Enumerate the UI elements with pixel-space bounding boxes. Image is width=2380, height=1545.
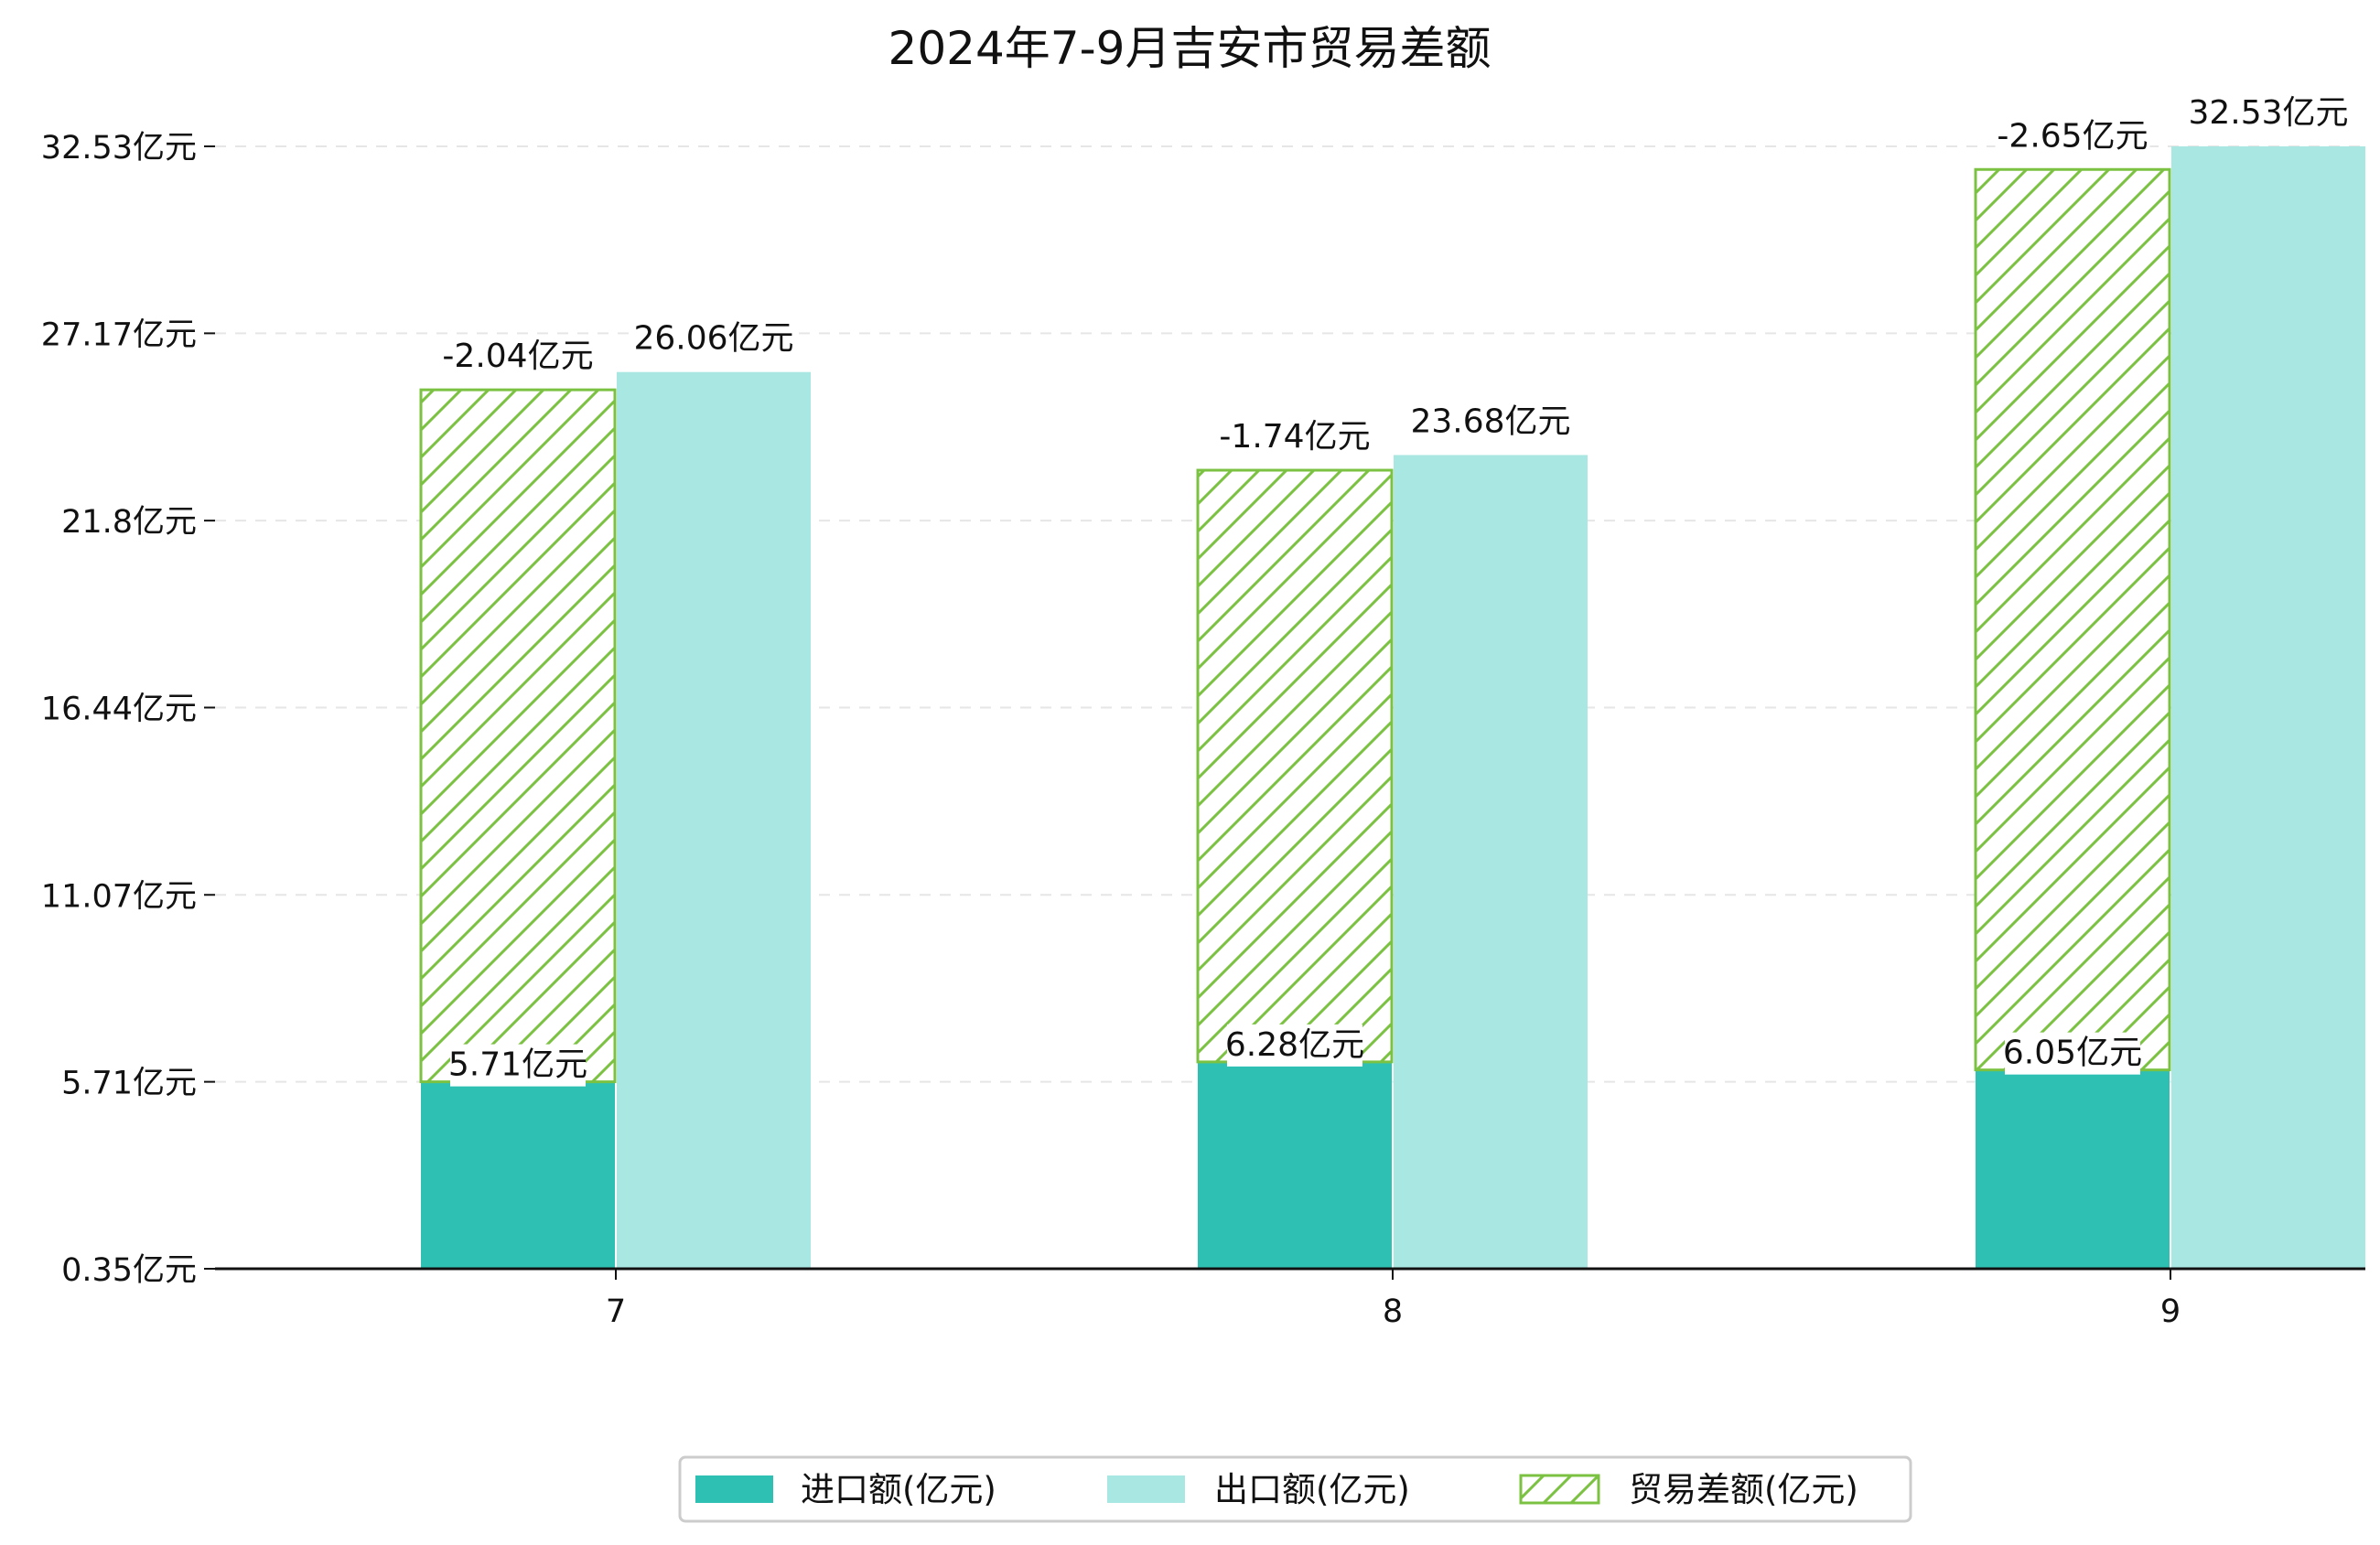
- data-label-import: 6.05亿元: [2003, 1035, 2142, 1072]
- data-label-import-bg: [1227, 1024, 1362, 1067]
- data-label-import: 6.28亿元: [1225, 1026, 1364, 1064]
- x-axis: 7 8 9: [215, 1267, 2365, 1330]
- legend-swatch-balance: [1519, 1474, 1600, 1505]
- y-tick-label: 16.44亿元: [41, 692, 197, 728]
- legend-label-import: 进口额(亿元): [801, 1470, 996, 1509]
- legend-label-export: 出口额(亿元): [1214, 1470, 1410, 1509]
- bar-import: [421, 1081, 615, 1269]
- y-axis: 0.35亿元 5.71亿元 11.07亿元 16.44亿元 21.8亿元 27.17亿元 3…: [41, 130, 215, 1289]
- data-label-balance: -2.65亿元: [1997, 117, 2148, 155]
- bar-balance: [419, 388, 617, 1084]
- data-label-export-bg: [1413, 401, 1568, 444]
- data-label-export: 23.68亿元: [1410, 402, 1570, 440]
- bar-export: [617, 371, 811, 1269]
- y-tick-label: 0.35亿元: [61, 1252, 197, 1289]
- x-tick-label: 8: [1383, 1293, 1403, 1330]
- y-tick-label: 32.53亿元: [41, 130, 197, 166]
- legend-frame: [678, 1455, 1912, 1523]
- data-label-export: 26.06亿元: [633, 320, 793, 358]
- data-label-import-bg: [450, 1044, 586, 1087]
- bar-import: [1198, 1061, 1392, 1269]
- data-label-balance-bg: [1995, 115, 2150, 158]
- x-tick-label: 7: [606, 1293, 626, 1330]
- data-label-balance: -1.74亿元: [1219, 418, 1370, 456]
- data-labels: 5.71亿元 26.06亿元 -2.04亿元 6.28亿元 23.68亿元 -1.74亿元…: [440, 92, 2349, 1087]
- chart-title: 2024年7-9月吉安市贸易差额: [888, 22, 1492, 75]
- data-label-export: 32.53亿元: [2188, 94, 2348, 132]
- legend-swatch-export: [1107, 1475, 1185, 1503]
- bar-import: [1976, 1069, 2170, 1269]
- bars: [419, 146, 2365, 1269]
- data-label-import-bg: [2005, 1032, 2140, 1075]
- data-label-export-bg: [636, 317, 792, 360]
- y-tick-label: 21.8亿元: [61, 504, 197, 541]
- legend: 进口额(亿元) 出口额(亿元) 贸易差额(亿元): [678, 1455, 1912, 1523]
- bar-export: [2171, 146, 2365, 1269]
- legend-swatch-import: [695, 1475, 773, 1503]
- y-tick-label: 5.71亿元: [61, 1066, 197, 1102]
- bar-balance: [1974, 167, 2171, 1072]
- x-tick-label: 9: [2160, 1293, 2181, 1330]
- data-label-import: 5.71亿元: [448, 1046, 587, 1084]
- y-tick-label: 11.07亿元: [41, 878, 197, 915]
- data-label-balance-bg: [1217, 416, 1373, 459]
- data-label-balance: -2.04亿元: [442, 338, 593, 375]
- data-label-export-bg: [2191, 92, 2346, 134]
- y-tick-label: 27.17亿元: [41, 317, 197, 353]
- data-label-balance-bg: [440, 336, 596, 379]
- legend-label-balance: 贸易差额(亿元): [1629, 1470, 1858, 1509]
- bar-export: [1394, 455, 1588, 1269]
- bar-balance: [1196, 468, 1394, 1064]
